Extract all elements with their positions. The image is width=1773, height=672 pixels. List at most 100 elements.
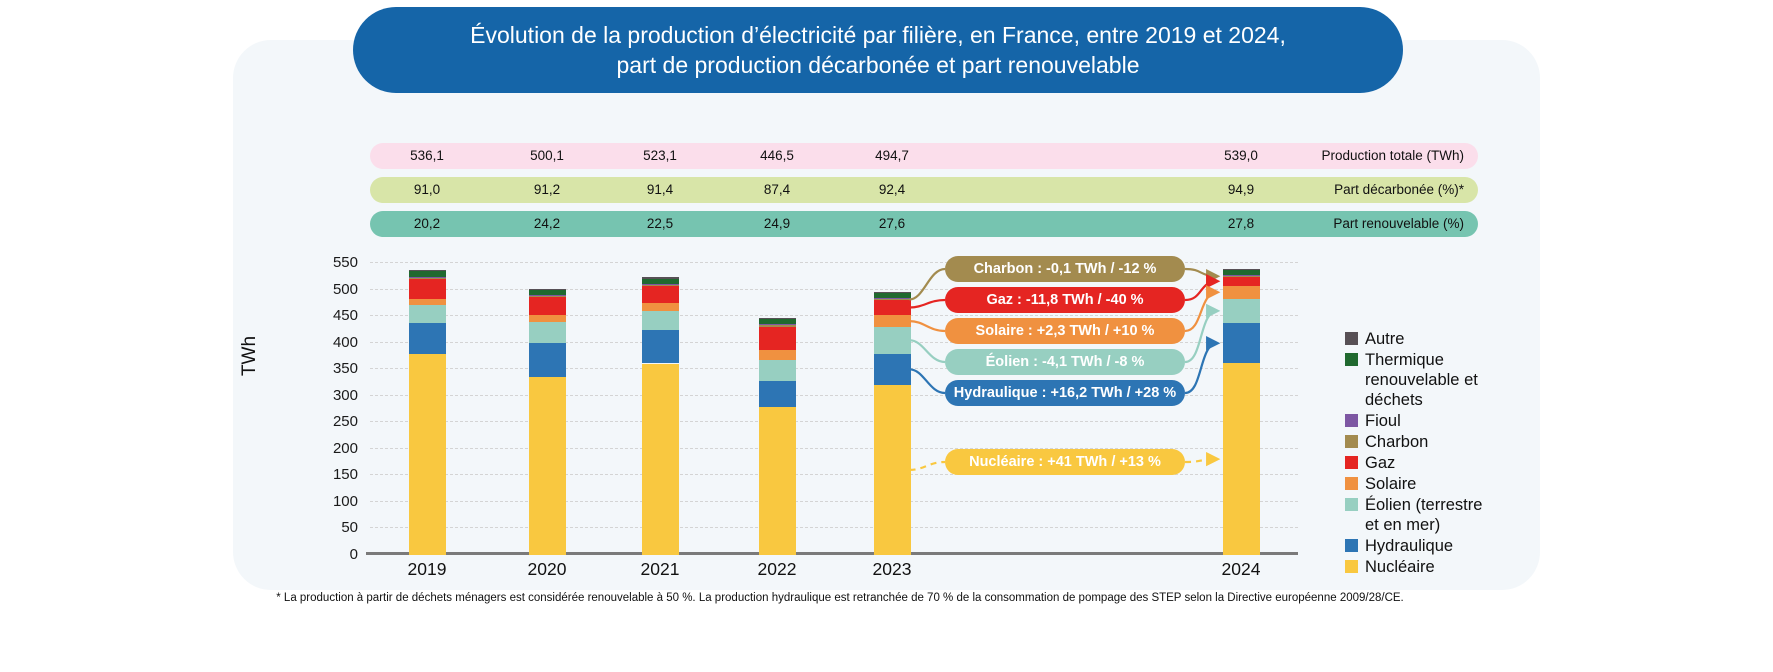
x-tick-2020: 2020 [527,559,567,579]
bar-segment-autre [408,270,446,272]
bar-segment-gaz [528,296,566,316]
legend-item-autre: Autre [1345,329,1493,349]
summary-value-2024: 539,0 [1224,148,1258,163]
bar-segment-nucleaire [758,406,796,555]
summary-value-2019: 536,1 [410,148,444,163]
summary-value-2023: 494,7 [875,148,909,163]
bar-segment-gaz [641,285,679,304]
gridline-200 [370,447,1298,449]
summary-value-2020: 91,2 [533,182,561,197]
legend-label: Charbon [1365,433,1429,451]
bar-segment-nucleaire [641,363,679,555]
bar-segment-eolien-terrestre-et-en-mer [758,360,796,381]
legend-swatch-gaz [1345,456,1358,469]
summary-row-label: Production totale (TWh) [1321,148,1464,163]
summary-value-2024: 27,8 [1227,216,1255,231]
gridline-500 [370,288,1298,290]
legend-label: Solaire [1365,475,1417,493]
callout-nucleaire: Nucléaire : +41 TWh / +13 % [945,449,1185,475]
y-tick-450: 450 [332,307,358,325]
bar-segment-solaire [1222,285,1260,299]
legend-label: Thermique renouvelable et déchets [1365,351,1478,409]
legend-swatch-eolien-terrestre-et-en-mer [1345,498,1358,511]
summary-row-label: Part renouvelable (%) [1333,216,1464,231]
legend-item-eolien-terrestre-et-en-mer: Éolien (terrestre et en mer) [1345,495,1493,535]
summary-row-label: Part décarbonée (%)* [1334,182,1464,197]
callout-gaz: Gaz : -11,8 TWh / -40 % [945,287,1185,313]
bar-segment-gaz [758,327,796,351]
bar-segment-hydraulique [408,323,446,354]
legend-item-fioul: Fioul [1345,411,1493,431]
legend-item-charbon: Charbon [1345,432,1493,452]
y-tick-500: 500 [332,280,358,298]
callout-charbon: Charbon : -0,1 TWh / -12 % [945,256,1185,282]
x-tick-2021: 2021 [640,559,680,579]
x-tick-2022: 2022 [757,559,797,579]
bar-segment-eolien-terrestre-et-en-mer [1222,298,1260,324]
legend-label: Gaz [1365,454,1396,472]
bar-segment-autre [528,289,566,291]
bar-segment-solaire [758,350,796,361]
legend-swatch-solaire [1345,477,1358,490]
bar-segment-autre [758,317,796,319]
bar-segment-charbon [528,296,566,297]
bar-segment-nucleaire [1222,363,1260,555]
x-tick-2019: 2019 [407,559,447,579]
gridline-400 [370,341,1298,343]
bar-segment-fioul [528,295,566,297]
footnote: * La production à partir de déchets ména… [276,592,1404,604]
summary-row-part-decarbonee: 91,0 91,2 91,4 87,4 92,4 94,9 Part décarbonée … [370,177,1478,203]
title-line-2: part de production décarbonée et part re… [616,52,1140,78]
summary-value-2023: 92,4 [878,182,906,197]
bar-segment-solaire [408,299,446,306]
y-axis-label: TWh [239,335,261,377]
summary-value-2021: 523,1 [643,148,677,163]
y-tick-100: 100 [332,492,358,510]
y-tick-300: 300 [332,386,358,404]
gridline-150 [370,474,1298,476]
y-tick-50: 50 [341,519,358,537]
summary-row-production-totale: 536,1 500,1 523,1 446,5 494,7 539,0 Production… [370,143,1478,169]
bar-segment-hydraulique [641,330,679,364]
bar-segment-hydraulique [1222,323,1260,364]
legend-swatch-hydraulique [1345,539,1358,552]
summary-value-2023: 27,6 [878,216,906,231]
bar-segment-eolien-terrestre-et-en-mer [641,310,679,331]
callout-eolien: Éolien : -4,1 TWh / -8 % [945,349,1185,375]
y-tick-150: 150 [332,466,358,484]
legend-item-thermique-renouvelable-et-dechets: Thermique renouvelable et déchets [1345,350,1493,410]
bar-segment-solaire [873,315,911,327]
legend-item-hydraulique: Hydraulique [1345,536,1493,556]
y-tick-350: 350 [332,360,358,378]
gridline-350 [370,368,1298,370]
legend-label: Éolien (terrestre et en mer) [1365,496,1483,534]
bar-segment-autre [1222,268,1260,270]
bar-segment-gaz [1222,276,1260,286]
legend-item-nucleaire: Nucléaire [1345,557,1493,577]
summary-row-part-renouvelable: 20,2 24,2 22,5 24,9 27,6 27,8 Part renouvelabl… [370,211,1478,237]
summary-value-2022: 24,9 [763,216,791,231]
legend-swatch-thermique-renouvelable-et-dechets [1345,353,1358,366]
summary-value-2020: 500,1 [530,148,564,163]
bar-segment-fioul [1222,275,1260,277]
summary-value-2024: 94,9 [1227,182,1255,197]
y-tick-200: 200 [332,439,358,457]
y-tick-0: 0 [349,546,358,563]
summary-value-2020: 24,2 [533,216,561,231]
summary-value-2021: 91,4 [646,182,674,197]
bar-segment-eolien-terrestre-et-en-mer [873,326,911,354]
y-tick-250: 250 [332,413,358,431]
bar-segment-thermique-renouvelable-et-dechets [758,318,796,325]
bar-segment-nucleaire [408,353,446,555]
bar-segment-nucleaire [873,384,911,555]
bar-segment-fioul [873,298,911,300]
bar-segment-gaz [873,299,911,316]
chart-title: Évolution de la production d’électricité… [353,7,1403,93]
legend-item-gaz: Gaz [1345,453,1493,473]
bar-segment-eolien-terrestre-et-en-mer [528,321,566,343]
gridline-100 [370,500,1298,502]
bar-segment-thermique-renouvelable-et-dechets [873,292,911,299]
bar-segment-hydraulique [873,353,911,385]
callout-solaire: Solaire : +2,3 TWh / +10 % [945,318,1185,344]
bar-segment-thermique-renouvelable-et-dechets [408,271,446,277]
